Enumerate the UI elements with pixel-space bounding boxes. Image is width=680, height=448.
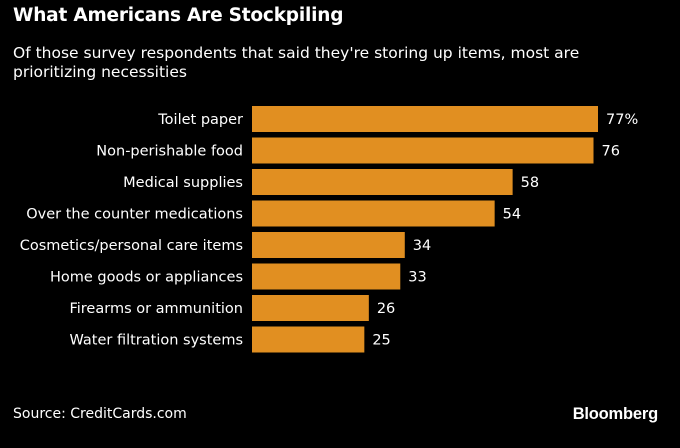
value-label: 54 (503, 207, 521, 223)
category-label: Cosmetics/personal care items (20, 238, 243, 254)
category-label: Home goods or appliances (50, 270, 243, 286)
bar-0 (252, 106, 598, 132)
bar-5 (252, 263, 401, 290)
bar-6 (252, 295, 369, 321)
value-label: 34 (413, 238, 431, 254)
bar-2 (252, 169, 513, 195)
category-label: Toilet paper (157, 112, 243, 128)
bar-1 (252, 137, 594, 164)
category-label: Firearms or ammunition (69, 301, 243, 317)
value-label: 33 (408, 270, 426, 286)
source-note: Source: CreditCards.com (13, 406, 187, 422)
bar-3 (252, 200, 495, 227)
bar-7 (252, 326, 365, 353)
value-label: 77% (606, 112, 638, 128)
value-label: 58 (521, 175, 539, 191)
category-label: Water filtration systems (69, 333, 243, 349)
chart-title: What Americans Are Stockpiling (13, 5, 344, 26)
category-label: Medical supplies (123, 175, 243, 191)
value-label: 26 (377, 301, 395, 317)
bar-4 (252, 232, 405, 258)
value-label: 25 (372, 333, 390, 349)
category-label: Non-perishable food (96, 144, 243, 160)
value-label: 76 (602, 144, 620, 160)
chart-subtitle: Of those survey respondents that said th… (13, 44, 580, 81)
category-label: Over the counter medications (26, 207, 243, 223)
bloomberg-logo: Bloomberg (572, 405, 658, 423)
